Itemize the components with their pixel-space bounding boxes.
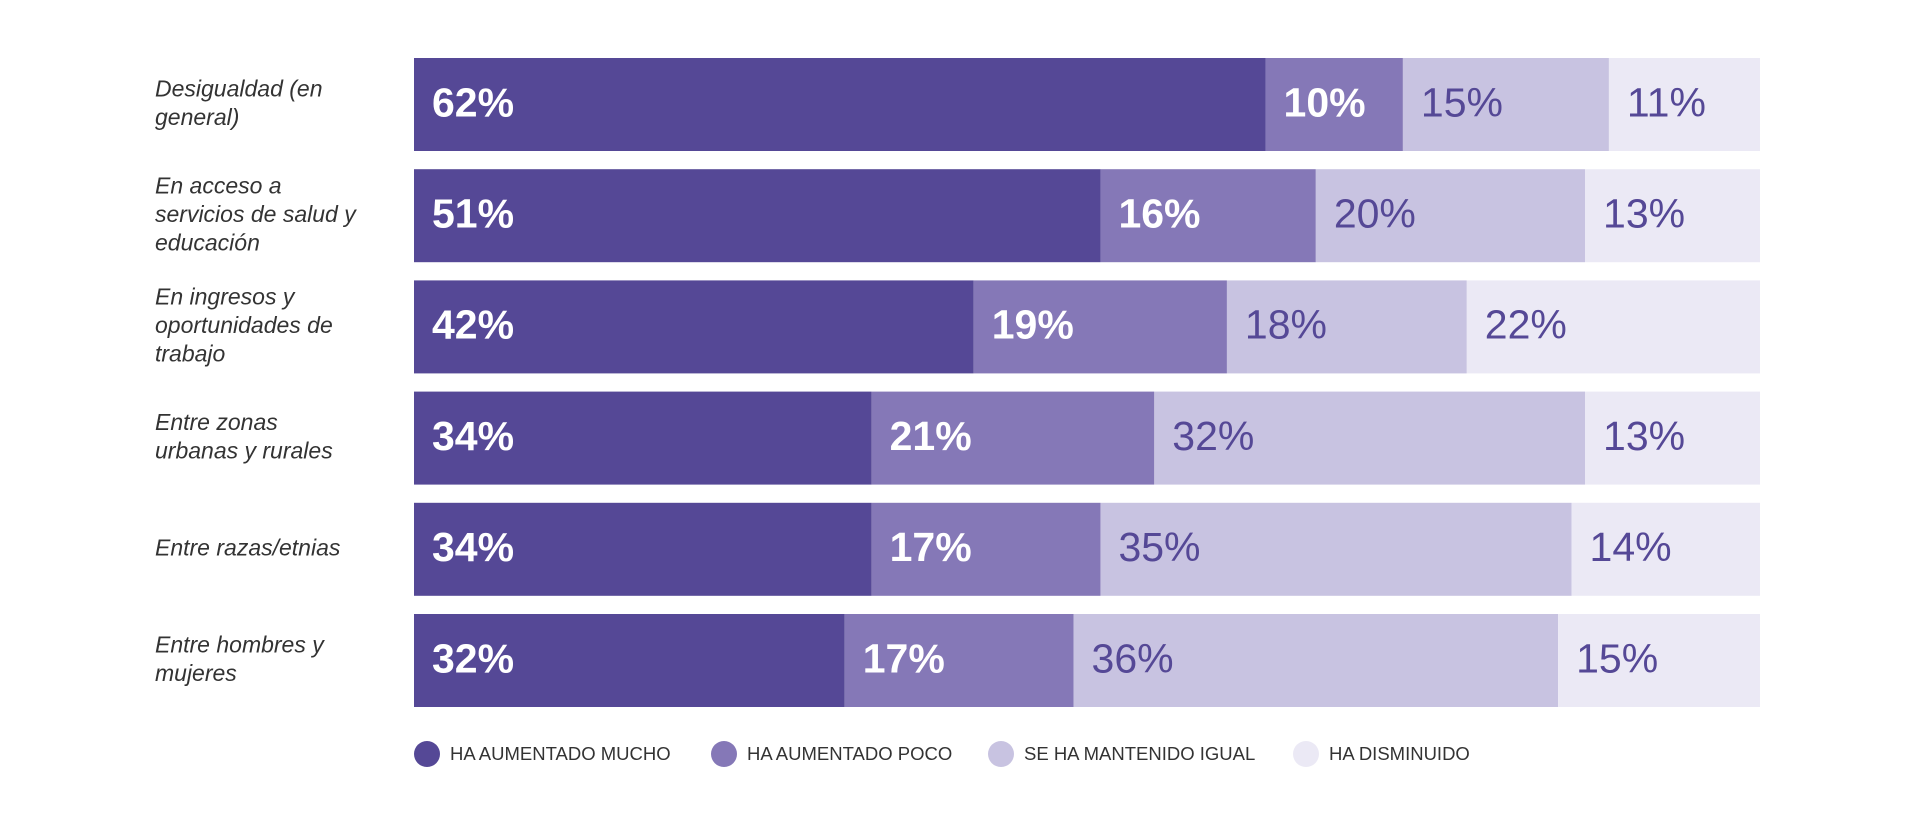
legend-label: HA DISMINUIDO [1329,743,1470,764]
data-label: 42% [432,302,514,348]
legend: HA AUMENTADO MUCHO HA AUMENTADO POCO SE HA… [414,741,1470,767]
data-label: 14% [1590,524,1672,570]
bar-segment [973,280,1227,374]
value-labels: 62% 10% 15% 11% 51% 16% 20% 13% 42% 19% 18% 22% 34% 2… [432,79,1706,681]
bar-segment [414,614,845,707]
data-label: 15% [1576,635,1658,681]
bars [414,58,1760,707]
legend-swatch [988,741,1014,767]
data-label: 13% [1603,191,1685,237]
data-label: 13% [1603,413,1685,459]
data-label: 10% [1284,79,1366,125]
category-label: Entre zonas urbanas y rurales [155,409,333,464]
bar-segment [844,614,1074,707]
legend-swatch [414,741,440,767]
bar-segment [871,391,1155,485]
category-label: Desigualdad (en general) [155,75,323,130]
bar-segment [1226,280,1467,374]
data-label: 17% [863,635,945,681]
legend-swatch [1293,741,1319,767]
data-label: 21% [890,413,972,459]
category-label: Entre hombres y mujeres [155,631,325,686]
bar-segment [1608,58,1760,151]
bar-segment [1073,614,1559,707]
bar-segment [414,280,974,374]
data-label: 32% [1172,413,1254,459]
legend-swatch [711,741,737,767]
bar-segment [1100,502,1572,596]
data-label: 32% [432,635,514,681]
bar-segment [414,58,1266,151]
bar-segment [414,169,1101,263]
bar-segment [871,502,1101,596]
data-label: 15% [1421,79,1503,125]
data-label: 35% [1118,524,1200,570]
category-label: En ingresos y oportunidades de trabajo [155,283,333,366]
bar-segment [1265,58,1403,151]
category-label: Entre razas/etnias [155,534,341,560]
data-label: 20% [1334,191,1416,237]
data-label: 16% [1118,191,1200,237]
bar-segment [1100,169,1316,263]
data-label: 18% [1245,302,1327,348]
data-label: 51% [432,191,514,237]
legend-label: HA AUMENTADO MUCHO [450,743,671,764]
bar-segment [1466,280,1760,374]
bar-segment [1558,614,1760,707]
bar-segment [414,502,872,596]
data-label: 34% [432,524,514,570]
bar-segment [1402,58,1609,151]
bar-segment [1154,391,1586,485]
bar-segment [1315,169,1586,263]
data-label: 11% [1627,79,1706,125]
bar-segment [1585,391,1760,485]
legend-label: SE HA MANTENIDO IGUAL [1024,743,1255,764]
category-label: En acceso a servicios de salud y educación [155,172,357,255]
legend-label: HA AUMENTADO POCO [747,743,952,764]
data-label: 36% [1092,635,1174,681]
data-label: 17% [890,524,972,570]
bar-segment [1585,169,1760,263]
data-label: 19% [992,302,1074,348]
category-labels: Desigualdad (en general) En acceso a servic… [155,75,357,686]
bar-segment [1571,502,1760,596]
data-label: 34% [432,413,514,459]
data-label: 22% [1485,302,1567,348]
data-label: 62% [432,79,514,125]
bar-segment [414,391,872,485]
